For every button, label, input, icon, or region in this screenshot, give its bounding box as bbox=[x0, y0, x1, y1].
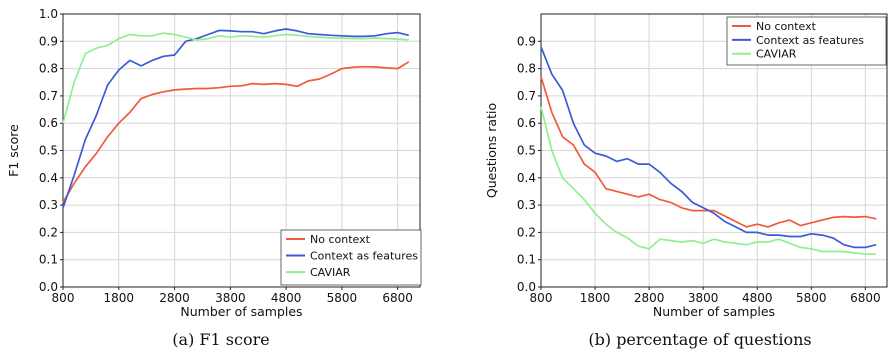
y-tick-label: 0.2 bbox=[517, 225, 536, 239]
x-tick-label: 3800 bbox=[688, 291, 719, 305]
legend-label: Context as features bbox=[310, 250, 418, 263]
x-tick-label: 4800 bbox=[271, 291, 302, 305]
x-tick-label: 6800 bbox=[850, 291, 881, 305]
x-tick-label: 2800 bbox=[634, 291, 665, 305]
y-tick-label: 1.0 bbox=[39, 7, 58, 21]
y-tick-label: 0.4 bbox=[517, 171, 536, 185]
caption: (b) percentage of questions bbox=[588, 330, 811, 349]
x-tick-label: 1800 bbox=[580, 291, 611, 305]
x-tick-label: 5800 bbox=[796, 291, 827, 305]
y-tick-label: 0.5 bbox=[39, 144, 58, 158]
x-tick-label: 2800 bbox=[159, 291, 190, 305]
x-tick-label: 4800 bbox=[742, 291, 773, 305]
caption: (a) F1 score bbox=[172, 330, 269, 349]
chart-questions-ratio: 0.0 0.1 0.2 0.3 0.4 0.5 0.6 0.7 0.8 0.9 800 1800 280… bbox=[484, 13, 888, 349]
y-tick-label: 0.4 bbox=[39, 171, 58, 185]
x-tick-label: 6800 bbox=[382, 291, 413, 305]
series-line-context-as-features bbox=[540, 46, 877, 249]
x-axis-title: Number of samples bbox=[180, 304, 302, 319]
x-tick-label: 1800 bbox=[104, 291, 135, 305]
series-line-no-context bbox=[62, 61, 410, 203]
y-tick-label: 0.8 bbox=[517, 62, 536, 76]
series-line-caviar bbox=[540, 106, 877, 256]
legend-label: CAVIAR bbox=[310, 266, 351, 279]
y-tick-label: 0.7 bbox=[517, 89, 536, 103]
y-tick-label: 0.1 bbox=[517, 253, 536, 267]
legend-label: Context as features bbox=[756, 34, 864, 47]
legend-label: No context bbox=[310, 233, 371, 246]
y-tick-label: 0.8 bbox=[39, 62, 58, 76]
y-tick-label: 0.7 bbox=[39, 89, 58, 103]
y-tick-label: 0.0 bbox=[39, 280, 58, 294]
y-tick-label: 0.2 bbox=[39, 225, 58, 239]
y-tick-label: 0.5 bbox=[517, 144, 536, 158]
chart-f1-score: 0.0 0.1 0.2 0.3 0.4 0.5 0.6 0.7 0.8 0.9 1.0 800 1800… bbox=[6, 7, 422, 349]
y-tick-label: 0.6 bbox=[39, 116, 58, 130]
x-axis-title: Number of samples bbox=[653, 304, 775, 319]
y-tick-label: 0.6 bbox=[517, 116, 536, 130]
series-line-context-as-features bbox=[62, 28, 410, 209]
x-tick-label: 3800 bbox=[215, 291, 246, 305]
legend-box bbox=[726, 16, 887, 66]
y-tick-label: 0.1 bbox=[39, 253, 58, 267]
series-line-caviar bbox=[62, 32, 409, 124]
legend-label: CAVIAR bbox=[756, 48, 797, 61]
legend: No context Context as features CAVIAR bbox=[280, 229, 422, 286]
y-tick-label: 0.9 bbox=[517, 34, 536, 48]
series-line-no-context bbox=[540, 76, 877, 228]
y-tick-label: 0.3 bbox=[517, 198, 536, 212]
x-tick-label: 800 bbox=[52, 291, 75, 305]
y-tick-label: 0.9 bbox=[39, 34, 58, 48]
y-axis-title: F1 score bbox=[6, 124, 21, 177]
x-tick-label: 5800 bbox=[327, 291, 358, 305]
y-axis-title: Questions ratio bbox=[484, 103, 499, 198]
y-tick-label: 0.3 bbox=[39, 198, 58, 212]
y-tick-label: 0.0 bbox=[517, 280, 536, 294]
x-tick-label: 800 bbox=[530, 291, 553, 305]
legend-label: No context bbox=[756, 20, 817, 33]
